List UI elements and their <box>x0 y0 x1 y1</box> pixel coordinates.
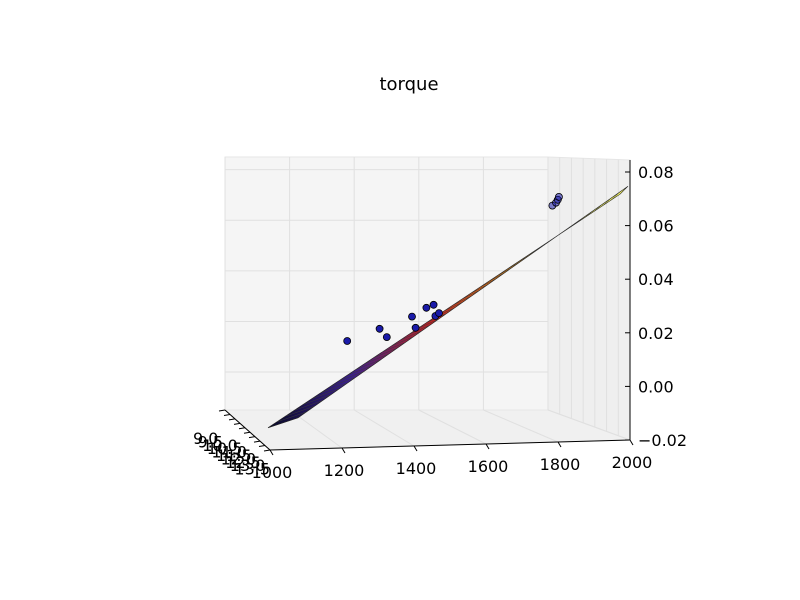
data-point <box>343 337 352 345</box>
x-tick-mark <box>413 445 418 452</box>
y-tick-label: 12.5 <box>225 453 261 472</box>
y-tick-label: 9.0 <box>193 429 218 448</box>
data-point <box>408 312 416 321</box>
surface-mesh-line <box>452 295 472 306</box>
x-tick-mark <box>485 443 490 450</box>
surface-mesh-line <box>505 261 521 271</box>
y-tick-mark <box>248 436 256 439</box>
x-tick-label: 1600 <box>468 457 509 476</box>
axes-panes <box>223 156 631 451</box>
x-axis-line <box>269 439 631 451</box>
surface-mesh-line <box>417 319 439 329</box>
surface-mesh-line <box>531 243 546 253</box>
y-tick-label: 10.0 <box>202 436 238 455</box>
surface-mesh-line <box>443 301 464 312</box>
z-tick-label: 0.08 <box>638 163 674 182</box>
surface-mesh-line <box>461 290 480 300</box>
surface-mesh-line <box>285 405 315 417</box>
surface-mesh-line <box>408 324 431 335</box>
floor-grid-line <box>353 409 415 447</box>
y-tick-label: 13.0 <box>230 456 266 475</box>
surface-mesh-line <box>479 278 497 288</box>
y-tick-mark <box>218 409 226 412</box>
z-tick-label: 0.04 <box>638 270 674 289</box>
data-point <box>422 303 431 312</box>
surface-mesh-line <box>496 267 513 277</box>
surface-mesh-line <box>584 209 596 218</box>
surface-mesh-line <box>514 255 530 265</box>
x-tick-label: 1000 <box>252 463 293 482</box>
y-tick-label: 10.5 <box>207 439 243 458</box>
surface-mesh-line <box>320 382 348 393</box>
surface-mesh-line <box>382 342 406 353</box>
x-tick-label: 1200 <box>324 461 365 480</box>
data-point <box>382 333 391 342</box>
x-tick-label: 1400 <box>396 459 437 478</box>
y-tick-label: 11.0 <box>211 443 247 462</box>
x-axis-ticks: 1000 1200 1400 1600 1800 2000 <box>252 439 653 482</box>
surface-mesh-line <box>558 226 571 236</box>
y-tick-mark <box>258 445 266 448</box>
axis-lines <box>224 160 631 451</box>
floor-grid-line <box>483 409 559 443</box>
y-tick-mark <box>228 418 236 421</box>
y-tick-mark <box>238 427 246 430</box>
z-tick-label: 0.06 <box>638 217 674 236</box>
fitted-surface <box>267 185 629 429</box>
data-point <box>375 324 384 333</box>
z-tick-label: −0.02 <box>638 431 687 450</box>
data-points <box>343 192 563 345</box>
surface-mesh-line <box>602 197 612 207</box>
grid-lines <box>224 157 631 451</box>
floor-grid-line <box>418 409 487 445</box>
y-tick-mark <box>243 431 251 434</box>
x-tick-label: 1800 <box>540 455 581 474</box>
surface-mesh-line <box>373 348 398 358</box>
surface-mesh-line <box>329 377 356 388</box>
data-point <box>429 300 438 309</box>
y-axis-ticks: 9.09.510.010.511.011.512.012.513.013.5 <box>193 409 271 479</box>
z-axis-ticks: −0.02 0.00 0.02 0.04 0.06 0.08 <box>625 163 687 450</box>
surface-mesh-line <box>523 249 538 259</box>
surface-mesh-line <box>593 203 604 212</box>
y-tick-label: 13.5 <box>234 460 270 479</box>
surface-mesh-line <box>487 272 505 283</box>
x-tick-mark <box>269 449 274 456</box>
y-tick-label: 9.5 <box>198 432 223 451</box>
y-tick-mark <box>253 440 261 443</box>
data-point <box>435 309 443 318</box>
y-tick-mark <box>233 422 241 425</box>
surface-mesh-line <box>611 191 620 201</box>
surface-mesh-line <box>399 330 422 341</box>
y-tick-label: 12.0 <box>221 449 257 468</box>
surface-mesh-line <box>355 359 381 370</box>
surface-mesh-line <box>364 353 389 364</box>
surface-mesh-line <box>391 336 414 347</box>
x-tick-mark <box>341 447 346 454</box>
surface-mesh-line <box>470 284 488 294</box>
surface-plane <box>267 185 629 429</box>
x-tick-label: 2000 <box>612 453 653 472</box>
surface-mesh-line <box>294 400 323 411</box>
y-tick-mark <box>263 449 271 452</box>
surface-mesh-line <box>311 388 340 399</box>
surface-mesh-line <box>347 365 373 376</box>
y-tick-label: 11.5 <box>216 446 252 465</box>
data-point <box>555 192 563 201</box>
x-tick-mark <box>557 441 562 448</box>
z-tick-label: 0.00 <box>638 377 674 396</box>
floor-grid-line <box>547 409 631 441</box>
data-point <box>411 323 420 332</box>
surface-mesh-line <box>567 220 579 230</box>
chart-title: torque <box>379 74 438 95</box>
surface-mesh-line <box>276 411 307 423</box>
surface-mesh-line <box>338 371 365 382</box>
surface-mesh-line <box>575 214 587 224</box>
x-tick-mark <box>629 439 634 446</box>
y-axis-line <box>224 409 271 451</box>
z-tick-label: 0.02 <box>638 324 674 343</box>
y-tick-mark <box>223 413 231 416</box>
surface-mesh-line <box>303 394 332 405</box>
